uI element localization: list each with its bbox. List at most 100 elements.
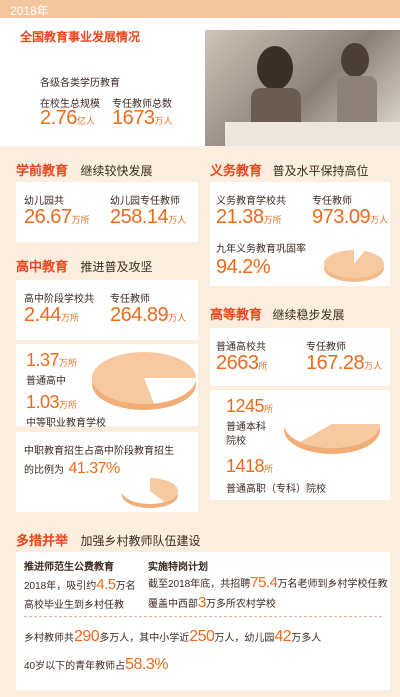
rural-heading: 多措并举 加强乡村教师队伍建设 xyxy=(16,530,200,550)
compulsory-heading: 义务教育 普及水平保持高位 xyxy=(210,160,368,180)
kg-teachers-unit: 万人 xyxy=(168,215,187,225)
kg-teachers-value: 258.14 xyxy=(110,206,169,228)
rural-subtitle: 加强乡村教师队伍建设 xyxy=(80,534,201,548)
rural-title: 多措并举 xyxy=(16,533,69,548)
highschool-title: 高中教育 xyxy=(16,259,69,274)
compulsory-teachers-label: 专任教师 xyxy=(312,196,352,207)
hs-ratio-value: 41.37% xyxy=(68,460,120,477)
compulsory-teachers-unit: 万人 xyxy=(370,215,389,225)
preschool-subtitle: 继续较快发展 xyxy=(80,164,153,178)
hs-teachers-stat: 264.89万人 xyxy=(110,304,186,327)
kg-teachers-stat: 258.14万人 xyxy=(110,206,186,229)
stat-text-4: 万多人 xyxy=(291,633,322,644)
rate-pie-chart xyxy=(324,249,384,282)
hs-schools-label: 高中阶段学校共 xyxy=(24,294,94,305)
kg-stat: 26.67万所 xyxy=(24,206,90,229)
hs-teachers-value: 264.89 xyxy=(110,304,169,326)
higher-stats-card xyxy=(210,328,390,386)
higher-undergrad-unit: 所 xyxy=(264,404,274,414)
hs-ratio-pie xyxy=(122,478,178,508)
students-stat: 2.76亿人 xyxy=(40,107,95,130)
higher-pie-chart xyxy=(284,400,381,454)
plan1-text-2: 万名 xyxy=(115,581,136,592)
hs-voc-label: 中等职业教育学校 xyxy=(26,418,106,429)
teachers-stat: 1673万人 xyxy=(112,107,173,130)
higher-teachers-label: 专任教师 xyxy=(306,342,346,353)
higher-undergrad-label-2: 院校 xyxy=(226,436,246,447)
stat-value3: 42 xyxy=(274,628,292,645)
compulsory-teachers-value: 973.09 xyxy=(312,206,371,228)
higher-schools-stat: 2663所 xyxy=(216,352,268,375)
compulsory-teachers-stat: 973.09万人 xyxy=(312,206,388,229)
hs-pie-slice xyxy=(144,378,197,404)
students-value: 2.76 xyxy=(40,107,77,129)
hs-teachers-label: 专任教师 xyxy=(110,294,150,305)
higher-schools-value: 2663 xyxy=(216,352,259,374)
rural-card xyxy=(16,552,390,690)
kg-value: 26.67 xyxy=(24,206,72,228)
compulsory-schools-unit: 万所 xyxy=(263,215,282,225)
higher-schools-unit: 所 xyxy=(258,361,268,371)
students-photo xyxy=(205,30,400,146)
young-text: 40岁以下的青年教师占 xyxy=(24,661,126,672)
preschool-heading: 学前教育 继续较快发展 xyxy=(16,160,152,180)
hs-general-stat: 1.37万所 xyxy=(26,350,77,371)
plan2-value1: 75.4 xyxy=(250,574,278,591)
higher-subtitle: 继续稳步发展 xyxy=(272,308,345,322)
plan1-line-1: 2018年，吸引约4.5万名 xyxy=(24,576,136,593)
plan2-line-2: 覆盖中西部3万多所农村学校 xyxy=(148,594,276,611)
higher-schools-label: 普通高校共 xyxy=(216,342,266,353)
compulsory-subtitle: 普及水平保持高位 xyxy=(272,164,369,178)
rural-divider xyxy=(24,616,382,617)
plan1-value: 4.5 xyxy=(96,576,116,593)
hs-ratio-text-1: 中职教育招生占高中阶段教育招生 xyxy=(24,446,174,457)
plan2-text-4: 万多所农村学校 xyxy=(205,599,276,610)
plan2-title: 实施特岗计划 xyxy=(148,562,208,573)
overview-title: 全国教育事业发展情况 xyxy=(20,30,141,44)
students-unit: 亿人 xyxy=(76,116,95,126)
higher-voc-unit: 所 xyxy=(264,464,274,474)
hs-ratio-line: 的比例为 41.37% xyxy=(24,460,120,478)
higher-teachers-value: 167.28 xyxy=(306,352,365,374)
stat-value1: 290 xyxy=(74,628,100,645)
highschool-subtitle: 推进普及攻坚 xyxy=(80,260,153,274)
higher-title: 高等教育 xyxy=(210,307,263,322)
hs-voc-stat: 1.03万所 xyxy=(26,392,77,413)
plan2-value2: 3 xyxy=(198,594,206,611)
higher-voc-label: 普通高职（专科）院校 xyxy=(226,484,326,495)
hs-general-unit: 万所 xyxy=(59,358,78,368)
young-value: 58.3% xyxy=(125,656,168,673)
hs-schools-value: 2.44 xyxy=(24,304,61,326)
overview-subtitle: 各级各类学历教育 xyxy=(40,78,120,89)
compulsory-schools-value: 21.38 xyxy=(216,206,264,228)
hs-pie-chart xyxy=(92,352,197,410)
higher-teachers-unit: 万人 xyxy=(364,361,383,371)
kg-label: 幼儿园共 xyxy=(24,196,64,207)
plan2-text-2: 万名老师到乡村学校任教 xyxy=(277,579,388,590)
kg-teachers-label: 幼儿园专任教师 xyxy=(110,196,180,207)
preschool-card xyxy=(16,182,198,242)
stat-text-3: 万人，幼儿园 xyxy=(214,633,275,644)
hs-ratio-pie-slice xyxy=(150,478,178,503)
stat-text-1: 乡村教师共 xyxy=(24,633,74,644)
rural-stat-line: 乡村教师共290多万人，其中小学近250万人，幼儿园42万多人 xyxy=(24,628,321,646)
students-label: 在校生总规模 xyxy=(40,99,100,110)
rate-value: 94.2% xyxy=(216,256,271,278)
rate-label: 九年义务教育巩固率 xyxy=(216,244,306,255)
hs-voc-unit: 万所 xyxy=(59,400,78,410)
higher-voc-value: 1418 xyxy=(226,456,265,476)
year-bar xyxy=(0,0,400,18)
stat-value2: 250 xyxy=(189,628,215,645)
preschool-title: 学前教育 xyxy=(16,163,69,178)
compulsory-schools-stat: 21.38万所 xyxy=(216,206,282,229)
hs-ratio-text-2: 的比例为 xyxy=(24,465,64,476)
higher-undergrad-value: 1245 xyxy=(226,396,265,416)
hs-schools-unit: 万所 xyxy=(60,313,79,323)
year-label: 2018年 xyxy=(10,4,49,18)
higher-pie-slice xyxy=(300,424,381,449)
teachers-value: 1673 xyxy=(112,107,155,129)
highschool-stats-card xyxy=(16,280,198,340)
kg-unit: 万所 xyxy=(71,215,90,225)
compulsory-schools-label: 义务教育学校共 xyxy=(216,196,286,207)
hs-voc-value: 1.03 xyxy=(26,392,60,412)
